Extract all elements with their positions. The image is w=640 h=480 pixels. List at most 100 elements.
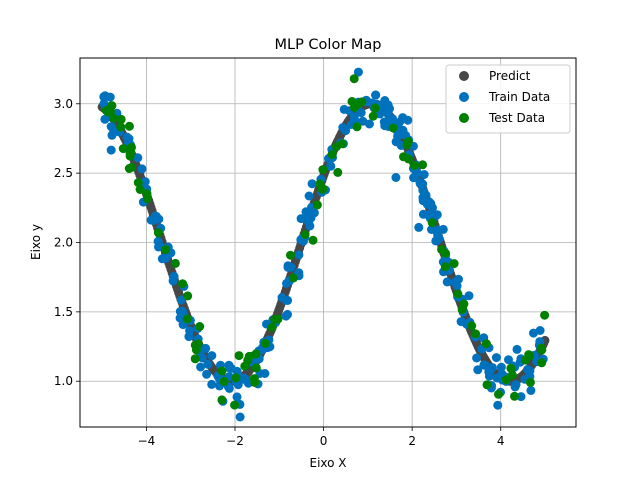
test-data-point [195,322,205,331]
train-data-point [535,326,545,335]
train-data-point [153,236,163,246]
test-data-point [260,338,270,348]
x-axis-label: Eixo X [309,456,346,470]
train-data-point [464,291,474,301]
train-data-point [496,362,506,372]
test-data-point [403,137,413,146]
test-data-point [308,235,318,245]
train-data-point [283,295,293,305]
train-data-point [169,271,179,281]
train-data-point [426,199,436,208]
test-data-point [289,273,298,283]
train-data-point [232,392,242,402]
test-data-point [170,258,180,268]
train-data-point [296,214,306,224]
test-data-point [507,370,517,380]
test-data-point [449,259,459,269]
test-data-point [312,200,322,210]
test-data-point [135,185,145,194]
train-data-point [510,382,520,392]
y-tick-label: 1.5 [54,305,73,319]
train-data-point [294,250,304,260]
legend-label-predict: Predict [489,69,531,83]
train-data-point [201,343,211,353]
legend-label-train-data: Train Data [488,90,550,104]
test-data-point [510,391,519,401]
train-data-point [456,317,466,327]
y-axis-ticks: 1.0 1.5 2.0 2.5 3.0 [54,97,80,388]
train-data-point [162,252,172,262]
train-data-point [197,353,207,363]
test-data-point [286,250,295,260]
test-data-point [327,150,337,160]
test-data-point [399,152,408,162]
train-data-point [202,369,212,379]
test-data-point [525,377,535,387]
legend-marker-test-data [459,113,469,123]
train-data-point [493,400,503,410]
train-data-point [137,164,147,174]
train-data-point [185,326,195,336]
train-data-point [391,173,401,182]
legend-frame [445,64,571,134]
x-tick-label: −2 [226,434,244,448]
test-data-point [536,343,546,353]
test-data-point [481,339,491,349]
test-data-point [471,329,481,339]
test-data-point [133,178,143,188]
x-tick-label: 4 [497,434,505,448]
test-data-point [142,194,152,204]
test-data-point [506,363,516,373]
test-data-point [153,228,163,238]
test-data-point [353,99,363,109]
test-data-point [124,121,134,131]
train-data-point [431,236,441,246]
test-data-point [125,148,135,158]
test-data-point [352,122,362,132]
test-data-point [234,351,244,361]
test-data-point [459,299,469,309]
test-data-point [116,122,126,132]
legend-marker-predict [459,71,469,81]
test-data-point [388,123,398,133]
train-data-point [419,170,429,179]
train-data-point [415,179,425,189]
test-data-point [300,230,310,239]
test-data-point [370,103,380,113]
train-data-point [338,123,348,132]
test-data-point [251,349,261,359]
train-data-point [442,277,452,287]
test-data-point [183,291,193,301]
test-data-point [178,279,188,289]
test-data-point [118,144,128,154]
train-data-point [479,360,489,370]
x-tick-label: 2 [408,434,416,448]
test-data-point [267,322,277,332]
train-data-point [349,112,359,122]
train-data-point [485,366,495,375]
legend-label-test-data: Test Data [488,111,545,125]
test-data-point [116,114,126,124]
train-data-point [100,114,110,124]
train-data-point [379,103,389,113]
chart-title: MLP Color Map [274,37,381,53]
train-data-point [472,353,482,363]
test-data-point [101,106,111,115]
train-data-point [235,412,245,422]
train-data-point [196,362,206,372]
test-data-point [217,366,227,376]
test-data-point [537,358,547,368]
test-data-point [440,262,450,272]
train-data-point [492,373,502,383]
train-data-point [526,386,536,395]
train-data-point [225,363,234,373]
train-data-point [286,262,296,272]
test-data-point [190,354,200,364]
test-data-point [349,74,359,84]
test-data-point [231,373,241,383]
train-data-point [307,179,317,189]
train-data-point [421,190,431,200]
test-data-point [482,380,492,390]
test-data-point [427,218,437,228]
